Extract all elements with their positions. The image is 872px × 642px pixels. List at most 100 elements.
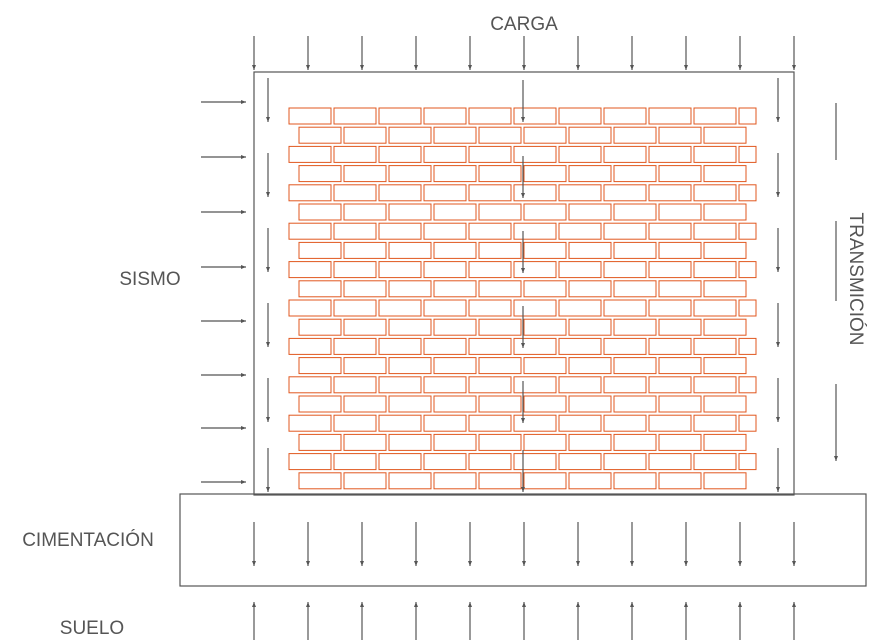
brick xyxy=(468,261,512,279)
brick xyxy=(423,107,467,125)
brick xyxy=(523,433,567,451)
brick xyxy=(703,165,747,183)
brick xyxy=(468,376,512,394)
brick xyxy=(703,472,747,490)
brick xyxy=(693,337,737,355)
brick xyxy=(468,414,512,432)
brick xyxy=(478,357,522,375)
brick xyxy=(613,165,657,183)
brick xyxy=(523,126,567,144)
brick xyxy=(433,318,477,336)
brick xyxy=(693,222,737,240)
brick xyxy=(693,414,737,432)
brick xyxy=(288,337,332,355)
brick xyxy=(738,261,757,279)
brick xyxy=(658,318,702,336)
brick xyxy=(613,241,657,259)
brick xyxy=(693,261,737,279)
brick xyxy=(513,453,557,471)
brick xyxy=(333,376,377,394)
brick xyxy=(658,165,702,183)
brick xyxy=(298,126,342,144)
brick xyxy=(478,395,522,413)
brick xyxy=(298,472,342,490)
brick xyxy=(648,414,692,432)
brick xyxy=(603,414,647,432)
brick xyxy=(388,165,432,183)
brick xyxy=(558,453,602,471)
foundation-label: CIMENTACIÓN xyxy=(22,529,154,551)
arrow-group xyxy=(201,36,838,640)
brick xyxy=(388,395,432,413)
brick xyxy=(568,395,612,413)
transmission-label: TRANSMICIÓN xyxy=(845,213,867,346)
brick xyxy=(478,280,522,298)
brick xyxy=(693,184,737,202)
brick xyxy=(298,203,342,221)
brick xyxy=(658,280,702,298)
brick xyxy=(288,184,332,202)
brick xyxy=(378,337,422,355)
brick xyxy=(558,299,602,317)
brick xyxy=(388,357,432,375)
brick xyxy=(613,126,657,144)
brick xyxy=(738,337,757,355)
brick xyxy=(378,261,422,279)
brick xyxy=(693,145,737,163)
brick xyxy=(513,184,557,202)
brick xyxy=(703,280,747,298)
brick xyxy=(648,299,692,317)
brick xyxy=(378,299,422,317)
brick xyxy=(738,299,757,317)
brick xyxy=(288,261,332,279)
brick xyxy=(648,184,692,202)
brick xyxy=(468,222,512,240)
foundation-block xyxy=(179,493,867,587)
brick xyxy=(603,337,647,355)
brick xyxy=(433,472,477,490)
brick xyxy=(648,261,692,279)
brick xyxy=(513,261,557,279)
brick xyxy=(433,203,477,221)
brick xyxy=(658,433,702,451)
brick xyxy=(568,241,612,259)
brick xyxy=(378,107,422,125)
brick xyxy=(433,433,477,451)
soil-label: SUELO xyxy=(60,618,124,639)
brick xyxy=(298,280,342,298)
brick xyxy=(648,145,692,163)
brick xyxy=(298,433,342,451)
brick xyxy=(468,107,512,125)
brick xyxy=(423,184,467,202)
brick xyxy=(343,433,387,451)
brick xyxy=(378,184,422,202)
brick xyxy=(603,261,647,279)
brick xyxy=(388,241,432,259)
brick xyxy=(468,337,512,355)
brick xyxy=(433,357,477,375)
brick xyxy=(523,472,567,490)
brick xyxy=(603,299,647,317)
brick xyxy=(288,145,332,163)
brick xyxy=(568,472,612,490)
brick xyxy=(333,261,377,279)
brick xyxy=(388,126,432,144)
brick xyxy=(568,318,612,336)
brick xyxy=(478,241,522,259)
brick xyxy=(333,337,377,355)
brick xyxy=(523,203,567,221)
brick xyxy=(558,145,602,163)
brick xyxy=(703,203,747,221)
brick xyxy=(343,395,387,413)
brick xyxy=(388,203,432,221)
brick xyxy=(333,145,377,163)
brick xyxy=(558,414,602,432)
brick xyxy=(388,472,432,490)
brick xyxy=(378,145,422,163)
brick xyxy=(423,337,467,355)
brick xyxy=(478,203,522,221)
brick xyxy=(568,126,612,144)
brick xyxy=(558,261,602,279)
brick xyxy=(738,184,757,202)
brick xyxy=(423,453,467,471)
